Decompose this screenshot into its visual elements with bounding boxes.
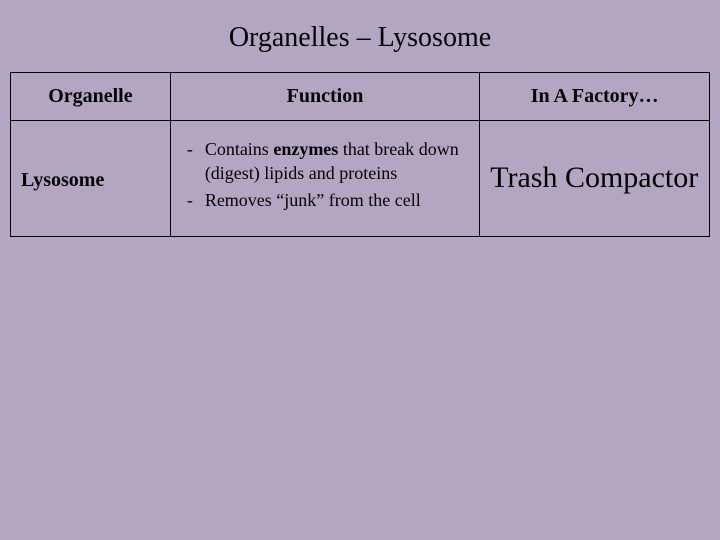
- function-text-prefix: Removes “junk” from the cell: [205, 190, 421, 210]
- col-header-function: Function: [170, 73, 479, 121]
- col-header-factory: In A Factory…: [480, 73, 710, 121]
- function-text-bold: enzymes: [273, 139, 338, 159]
- function-text-prefix: Contains: [205, 139, 274, 159]
- organelle-table: Organelle Function In A Factory… Lysosom…: [10, 72, 710, 237]
- function-item: Contains enzymes that break down (digest…: [181, 137, 469, 186]
- col-header-organelle: Organelle: [11, 73, 171, 121]
- function-list: Contains enzymes that break down (digest…: [181, 137, 469, 212]
- function-item: Removes “junk” from the cell: [181, 188, 469, 212]
- table-header-row: Organelle Function In A Factory…: [11, 73, 710, 121]
- cell-organelle: Lysosome: [11, 121, 171, 237]
- slide-title: Organelles – Lysosome: [0, 0, 720, 72]
- cell-function: Contains enzymes that break down (digest…: [170, 121, 479, 237]
- cell-factory: Trash Compactor: [480, 121, 710, 237]
- table-row: Lysosome Contains enzymes that break dow…: [11, 121, 710, 237]
